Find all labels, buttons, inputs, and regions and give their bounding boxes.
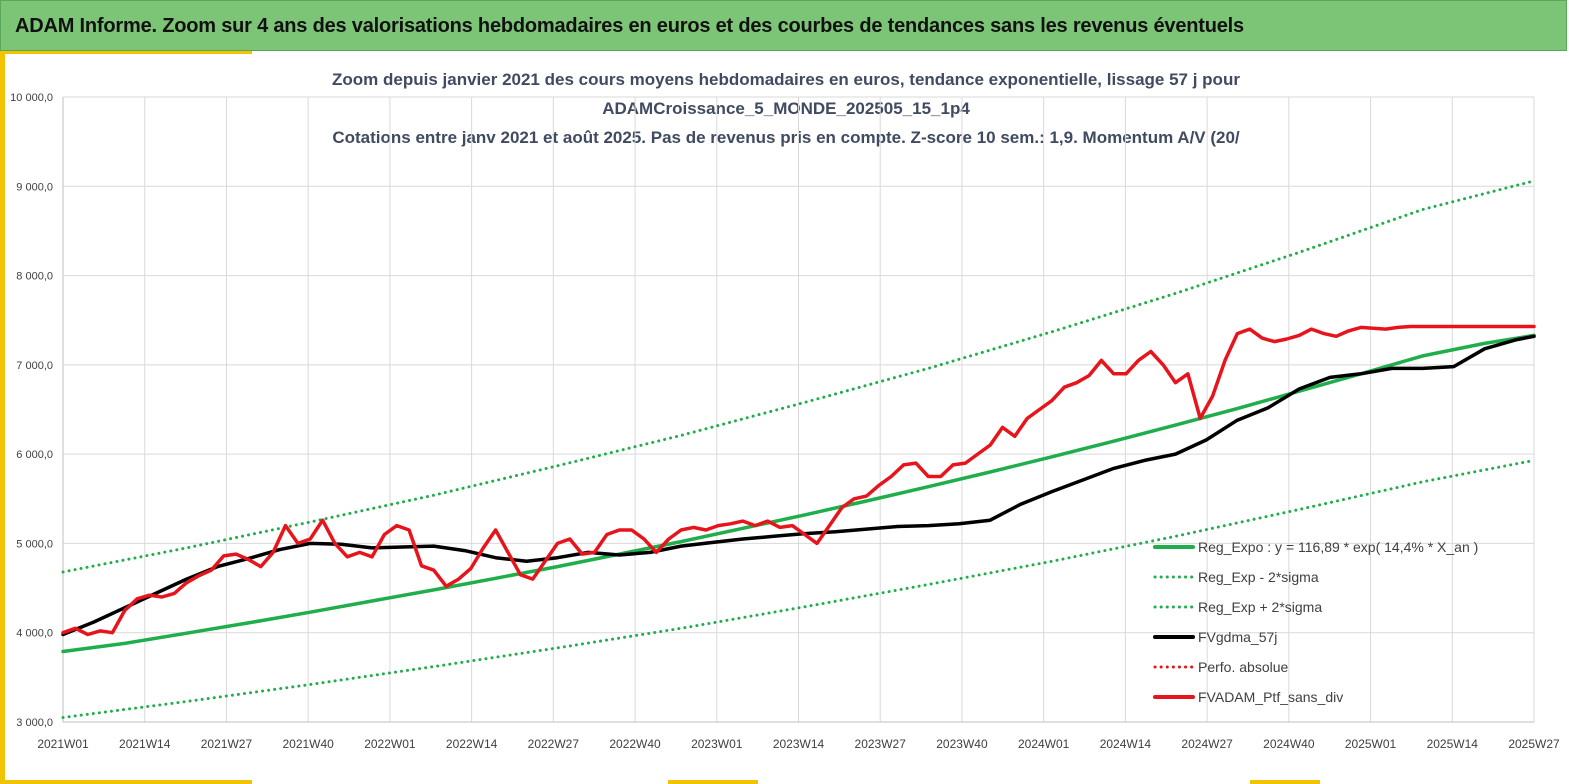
chart-title-line-3: Cotations entre janv 2021 et août 2025. … <box>332 128 1240 147</box>
x-tick-label: 2024W27 <box>1181 737 1233 751</box>
series-line-2 <box>61 179 1536 574</box>
chart-axes: 3 000,0 4 000,0 5 000,0 6 000,0 7 000,0 8 000… <box>10 92 1560 751</box>
x-tick-label: 2022W27 <box>528 737 580 751</box>
accent-bar-bottom-mid <box>668 780 758 784</box>
y-tick-label: 6 000,0 <box>16 449 53 461</box>
series-line-0 <box>61 333 1536 654</box>
chart-legend: Reg_Expo : y = 116,89 * exp( 14,4% * X_a… <box>1153 539 1478 705</box>
series-line-5 <box>61 324 1536 637</box>
y-tick-label: 3 000,0 <box>16 717 53 729</box>
x-tick-label: 2021W14 <box>119 737 171 751</box>
chart-series <box>61 179 1536 719</box>
x-tick-label: 2021W01 <box>37 737 89 751</box>
y-tick-label: 7 000,0 <box>16 360 53 372</box>
y-tick-label: 10 000,0 <box>10 92 53 104</box>
chart-title-line-1: Zoom depuis janvier 2021 des cours moyen… <box>332 70 1240 89</box>
x-tick-label: 2024W40 <box>1263 737 1315 751</box>
legend-label: Reg_Expo : y = 116,89 * exp( 14,4% * X_a… <box>1198 539 1478 555</box>
x-tick-label: 2023W27 <box>855 737 907 751</box>
x-tick-label: 2023W14 <box>773 737 825 751</box>
x-tick-label: 2025W27 <box>1508 737 1560 751</box>
legend-label: FVADAM_Ptf_sans_div <box>1198 689 1343 705</box>
y-tick-label: 8 000,0 <box>16 271 53 283</box>
series-line-1 <box>61 458 1536 719</box>
y-tick-label: 4 000,0 <box>16 628 53 640</box>
x-tick-label: 2023W40 <box>936 737 988 751</box>
chart-title-line-2: ADAMCroissance_5_MONDE_202505_15_1p4 <box>602 99 970 118</box>
x-tick-label: 2025W01 <box>1345 737 1397 751</box>
chart-grid <box>62 96 1535 723</box>
legend-label: Perfo. absolue <box>1198 659 1288 675</box>
x-tick-label: 2022W40 <box>609 737 661 751</box>
chart-area: Zoom depuis janvier 2021 des cours moyen… <box>5 54 1567 780</box>
accent-bar-bottom <box>0 780 252 784</box>
x-tick-label: 2022W01 <box>364 737 416 751</box>
accent-bar-top <box>0 51 252 54</box>
legend-label: Reg_Exp + 2*sigma <box>1198 599 1322 615</box>
header-banner: ADAM Informe. Zoom sur 4 ans des valoris… <box>0 0 1567 51</box>
x-tick-label: 2024W01 <box>1018 737 1070 751</box>
x-tick-label: 2021W27 <box>201 737 253 751</box>
y-tick-label: 5 000,0 <box>16 538 53 550</box>
legend-label: FVgdma_57j <box>1198 629 1277 645</box>
x-tick-label: 2021W40 <box>282 737 334 751</box>
accent-bar-left <box>0 51 5 784</box>
banner-title: ADAM Informe. Zoom sur 4 ans des valoris… <box>15 15 1244 37</box>
legend-label: Reg_Exp - 2*sigma <box>1198 569 1319 585</box>
x-tick-label: 2025W14 <box>1427 737 1479 751</box>
x-tick-label: 2023W01 <box>691 737 743 751</box>
accent-bar-bottom-right <box>1250 780 1320 784</box>
x-tick-label: 2024W14 <box>1100 737 1152 751</box>
x-tick-label: 2022W14 <box>446 737 498 751</box>
y-tick-label: 9 000,0 <box>16 181 53 193</box>
